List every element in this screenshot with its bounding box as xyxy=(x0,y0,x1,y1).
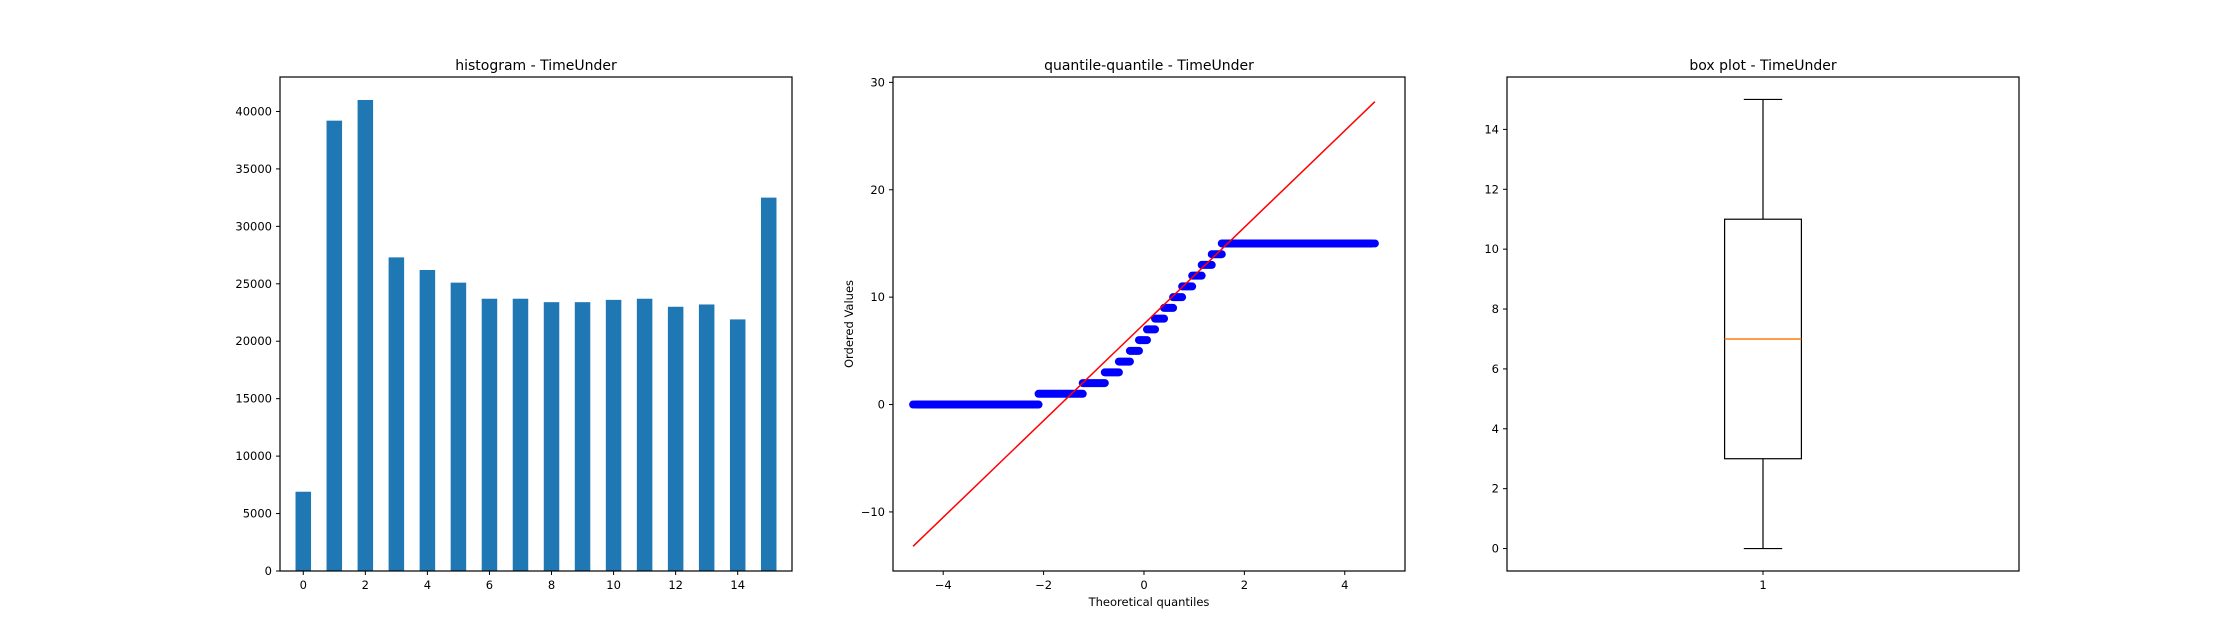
boxplot-panel: box plot - TimeUnder 0 2 4 6 8 10 12 14 1 xyxy=(1484,58,2020,592)
histogram-title: histogram - TimeUnder xyxy=(455,58,617,74)
histogram-bar xyxy=(729,319,746,571)
histogram-x-tick-label: 6 xyxy=(486,578,493,592)
qq-title: quantile-quantile - TimeUnder xyxy=(1044,58,1254,74)
histogram-bar xyxy=(419,270,436,571)
qq-point xyxy=(1370,239,1379,248)
qq-y-tick-label: 20 xyxy=(870,183,885,197)
boxplot-y-tick-label: 6 xyxy=(1492,362,1499,376)
histogram-bar xyxy=(326,120,343,571)
qq-x-tick-label: 4 xyxy=(1341,578,1348,592)
qq-y-tick-label: 10 xyxy=(870,290,885,304)
qq-y-tick-label: 30 xyxy=(870,75,885,89)
histogram-y-tick-label: 10000 xyxy=(235,449,272,463)
histogram-y-tick-label: 25000 xyxy=(235,277,272,291)
histogram-x-tick-label: 12 xyxy=(668,578,683,592)
qq-y-tick-label: 0 xyxy=(878,398,885,412)
boxplot-y-tick-label: 12 xyxy=(1484,182,1499,196)
histogram-bar xyxy=(450,282,467,571)
histogram-y-tick-label: 35000 xyxy=(235,162,272,176)
boxplot-y-tick-label: 4 xyxy=(1492,422,1499,436)
histogram-bar xyxy=(295,491,312,571)
histogram-bar xyxy=(512,298,529,571)
boxplot-y-tick-label: 10 xyxy=(1484,242,1499,256)
histogram-bar xyxy=(481,298,498,571)
histogram-y-tick-label: 20000 xyxy=(235,334,272,348)
histogram-y-tick-label: 15000 xyxy=(235,392,272,406)
histogram-x-tick-label: 8 xyxy=(548,578,555,592)
boxplot-y-tick-label: 0 xyxy=(1492,542,1499,556)
histogram-x-tick-label: 4 xyxy=(424,578,431,592)
boxplot-y-tick-label: 14 xyxy=(1484,122,1499,136)
qq-x-tick-label: 0 xyxy=(1140,578,1147,592)
qq-x-tick-label: 2 xyxy=(1241,578,1248,592)
boxplot-title: box plot - TimeUnder xyxy=(1689,58,1836,74)
histogram-y-tick-label: 30000 xyxy=(235,219,272,233)
qq-y-axis-label: Ordered Values xyxy=(842,280,856,368)
boxplot-y-tick-label: 2 xyxy=(1492,482,1499,496)
boxplot-axes-frame xyxy=(1506,76,2020,572)
histogram-bar xyxy=(543,302,560,571)
histogram-bar xyxy=(605,299,622,571)
qq-reference-line xyxy=(912,101,1376,547)
histogram-bar xyxy=(574,302,591,571)
qq-x-axis-label: Theoretical quantiles xyxy=(1088,595,1210,609)
histogram-bar xyxy=(698,304,715,571)
boxplot-y-tick-label: 8 xyxy=(1492,302,1499,316)
qq-x-tick-label: −4 xyxy=(935,578,952,592)
qq-points xyxy=(909,239,1379,409)
histogram-x-tick-label: 10 xyxy=(606,578,621,592)
histogram-bar xyxy=(357,99,374,571)
qq-x-tick-label: −2 xyxy=(1035,578,1052,592)
histogram-axes-frame xyxy=(279,76,793,572)
histogram-bar xyxy=(388,257,405,571)
histogram-bar xyxy=(760,197,777,571)
qq-axes-frame xyxy=(892,76,1406,572)
histogram-x-tick-label: 14 xyxy=(730,578,745,592)
histogram-y-tick-label: 40000 xyxy=(235,104,272,118)
histogram-bar xyxy=(667,306,684,571)
histogram-y-tick-label: 5000 xyxy=(243,507,272,521)
qq-y-tick-label: −10 xyxy=(861,505,885,519)
histogram-x-tick-label: 0 xyxy=(300,578,307,592)
histogram-panel: histogram - TimeUnder 0 5000 10000 15000 200… xyxy=(235,58,793,592)
qq-panel: quantile-quantile - TimeUnder Theoretica… xyxy=(842,58,1406,609)
histogram-x-tick-label: 2 xyxy=(362,578,369,592)
boxplot-x-tick-label: 1 xyxy=(1759,578,1766,592)
qq-point xyxy=(909,400,918,409)
histogram-y-tick-label: 0 xyxy=(265,564,272,578)
histogram-bar xyxy=(636,298,653,571)
